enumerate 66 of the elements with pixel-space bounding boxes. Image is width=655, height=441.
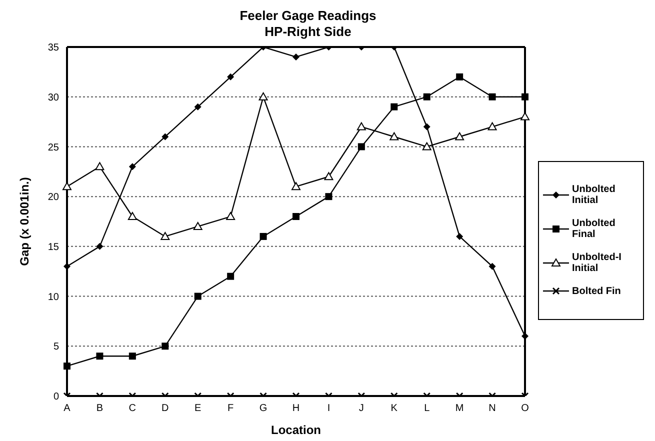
point — [226, 212, 236, 220]
point — [292, 53, 300, 60]
point — [522, 332, 528, 340]
y-tick-label: 25 — [48, 142, 60, 154]
point — [456, 73, 464, 80]
x-tick-label: H — [292, 403, 300, 414]
point — [455, 132, 464, 140]
x-tick-label: O — [521, 403, 530, 414]
point — [162, 133, 169, 140]
point — [96, 242, 104, 250]
point — [324, 172, 334, 180]
legend-label: Unbolted Final — [572, 218, 616, 240]
chart-title: Feeler Gage Readings — [238, 8, 378, 24]
point — [422, 142, 432, 150]
point — [423, 93, 430, 100]
x-tick-label: G — [259, 403, 268, 414]
point — [488, 93, 496, 100]
x-tick-label: C — [128, 403, 136, 414]
point — [488, 122, 497, 130]
point — [292, 182, 300, 190]
x-tick-label: L — [424, 403, 430, 414]
x-tick-label: I — [327, 403, 330, 414]
y-axis-title: Gap (x 0.001in.) — [17, 177, 32, 266]
x-tick-label: E — [194, 403, 202, 414]
x-tick-label: J — [358, 403, 364, 414]
x-axis-title: Location — [271, 423, 321, 437]
point — [194, 103, 202, 110]
point — [258, 92, 268, 100]
point — [128, 163, 136, 170]
point — [160, 232, 170, 240]
point — [292, 213, 300, 220]
chart-subtitle: HP-Right Side — [264, 24, 352, 40]
point — [260, 232, 267, 240]
point — [95, 162, 104, 170]
x-tick-label: B — [96, 403, 104, 414]
y-tick-label: 30 — [48, 92, 60, 104]
point — [390, 132, 399, 140]
y-tick-label: 15 — [48, 242, 60, 253]
x-tick-label: K — [390, 403, 398, 414]
point — [325, 193, 332, 200]
x-tick-label: M — [455, 403, 464, 414]
y-tick-label: 20 — [48, 192, 60, 204]
point — [64, 262, 70, 270]
point — [423, 123, 430, 130]
point — [358, 143, 365, 150]
y-tick-label: 35 — [48, 42, 60, 54]
legend-label: Unbolted-I Initial — [572, 252, 622, 274]
point — [356, 122, 366, 130]
point — [227, 272, 234, 280]
point — [488, 262, 496, 270]
x-tick-label: D — [162, 403, 169, 414]
x-tick-label: A — [64, 403, 71, 414]
legend-label: Bolted Fin — [572, 286, 621, 296]
point — [522, 93, 528, 100]
point — [390, 103, 398, 110]
y-tick-label: 10 — [48, 292, 60, 303]
point — [456, 232, 464, 240]
y-tick-label: 0 — [53, 392, 60, 403]
point — [194, 292, 202, 300]
y-tick-label: 5 — [53, 342, 60, 353]
x-tick-label: N — [488, 403, 496, 414]
x-tick-label: F — [228, 403, 234, 414]
point — [227, 73, 234, 80]
point — [193, 222, 202, 230]
legend-label: Unbolted Initial — [572, 184, 616, 206]
point — [128, 212, 137, 220]
